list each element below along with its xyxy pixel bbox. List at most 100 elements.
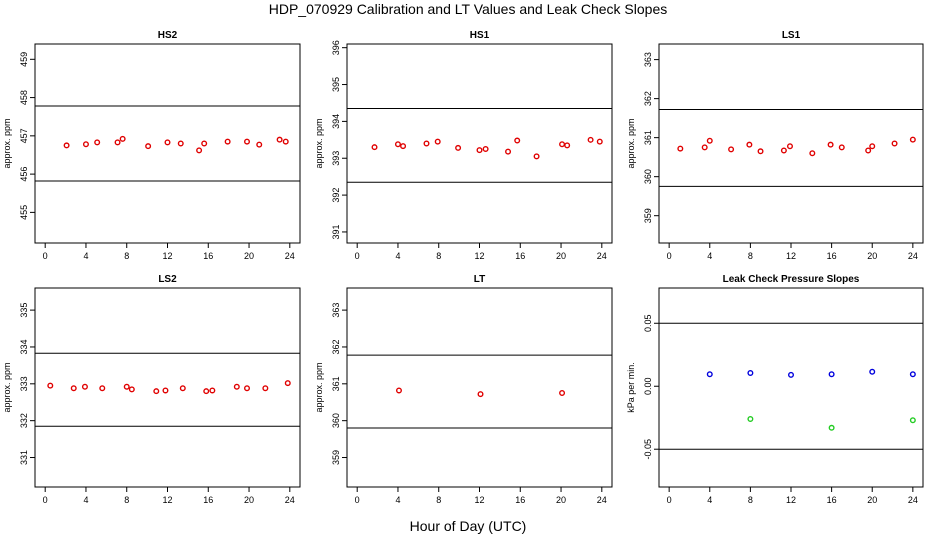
data-point <box>123 383 130 390</box>
data-point <box>262 385 269 392</box>
data-point <box>482 146 489 153</box>
data-point <box>119 135 126 142</box>
x-tick-label: 8 <box>436 251 441 261</box>
y-axis-label: approx. ppm <box>314 118 324 168</box>
x-tick-label: 4 <box>395 251 400 261</box>
x-tick-label: 20 <box>556 251 566 261</box>
x-tick-label: 24 <box>597 495 607 505</box>
x-tick-label: 0 <box>355 251 360 261</box>
x-tick-label: 4 <box>707 495 712 505</box>
x-tick-label: 16 <box>827 495 837 505</box>
data-point <box>70 385 77 392</box>
data-point <box>909 417 916 424</box>
y-axis-label: approx. ppm <box>2 118 12 168</box>
data-point <box>476 147 483 154</box>
data-point <box>209 387 216 394</box>
y-tick-label: 359 <box>331 450 341 465</box>
panel-4: LS2 0 4 8 12 16 20 24 331 332 333 334 335 approx. ppm <box>2 274 301 505</box>
x-tick-label: 16 <box>827 251 837 261</box>
data-point <box>869 368 876 375</box>
data-point <box>423 140 430 147</box>
data-point <box>201 140 208 147</box>
x-tick-label: 20 <box>244 251 254 261</box>
data-point <box>786 143 793 150</box>
y-tick-label: 331 <box>19 450 29 465</box>
data-point <box>677 145 684 152</box>
y-tick-label: 455 <box>19 205 29 220</box>
data-point <box>706 137 713 144</box>
x-tick-label: 16 <box>515 495 525 505</box>
x-tick-label: 8 <box>436 495 441 505</box>
data-point <box>828 424 835 431</box>
data-point <box>81 383 88 390</box>
data-point <box>82 141 89 148</box>
y-tick-label: 359 <box>643 208 653 223</box>
y-tick-label: 334 <box>19 339 29 354</box>
data-point <box>559 141 566 148</box>
data-point <box>838 144 845 151</box>
data-point <box>757 148 764 155</box>
data-point <box>114 139 121 146</box>
panel-title: LS1 <box>782 30 801 41</box>
x-tick-label: 4 <box>83 495 88 505</box>
x-tick-label: 20 <box>867 251 877 261</box>
data-point <box>514 137 521 144</box>
data-point <box>505 148 512 155</box>
data-point <box>869 143 876 150</box>
plot-frame <box>34 43 301 244</box>
panel-6: Leak Check Pressure Slopes 0 4 8 12 16 20 24 -0.… <box>626 274 924 505</box>
panel-2: HS1 0 4 8 12 16 20 24 391 392 393 394 395 396 approx. … <box>314 30 613 261</box>
panel-title: HS2 <box>158 30 178 41</box>
panel-title: LT <box>474 274 485 285</box>
x-tick-label: 0 <box>355 495 360 505</box>
x-tick-label: 20 <box>244 495 254 505</box>
y-axis-label: approx. ppm <box>626 118 636 168</box>
y-tick-label: 333 <box>19 376 29 391</box>
y-tick-label: 392 <box>331 188 341 203</box>
x-tick-label: 24 <box>908 251 918 261</box>
y-tick-label: 459 <box>19 52 29 67</box>
y-tick-label: 456 <box>19 167 29 182</box>
data-point <box>827 141 834 148</box>
data-point <box>587 136 594 143</box>
data-point <box>747 370 754 377</box>
x-tick-label: 24 <box>597 251 607 261</box>
plot-frame <box>658 287 924 488</box>
y-tick-label: 362 <box>331 339 341 354</box>
x-tick-label: 0 <box>667 495 672 505</box>
data-point <box>203 388 210 395</box>
panel-1: HS2 0 4 8 12 16 20 24 455 456 457 458 459 approx. ppm <box>2 30 301 261</box>
x-tick-label: 12 <box>786 495 796 505</box>
data-point <box>747 415 754 422</box>
x-tick-label: 24 <box>285 495 295 505</box>
data-point <box>243 385 250 392</box>
data-point <box>196 147 203 154</box>
x-tick-label: 8 <box>748 495 753 505</box>
data-point <box>47 382 54 389</box>
y-tick-label: 362 <box>643 91 653 106</box>
x-tick-label: 8 <box>124 251 129 261</box>
data-point <box>224 138 231 145</box>
data-point <box>145 143 152 150</box>
x-tick-label: 8 <box>748 251 753 261</box>
data-point <box>99 385 106 392</box>
data-point <box>788 371 795 378</box>
data-point <box>559 390 566 397</box>
x-tick-label: 12 <box>162 495 172 505</box>
x-tick-label: 0 <box>667 251 672 261</box>
x-tick-label: 4 <box>707 251 712 261</box>
data-point <box>865 147 872 154</box>
x-axis-label: Hour of Day (UTC) <box>409 518 527 534</box>
x-tick-label: 12 <box>786 251 796 261</box>
y-tick-label: 457 <box>19 128 29 143</box>
panel-3: LS1 0 4 8 12 16 20 24 359 360 361 362 363 approx. ppm <box>626 30 924 261</box>
y-tick-label: -0.05 <box>643 439 653 460</box>
data-point <box>282 138 289 145</box>
y-tick-label: 393 <box>331 151 341 166</box>
x-tick-label: 0 <box>43 495 48 505</box>
x-tick-label: 16 <box>203 495 213 505</box>
data-point <box>63 142 70 149</box>
data-point <box>177 140 184 147</box>
data-point <box>809 150 816 157</box>
data-point <box>400 143 407 150</box>
